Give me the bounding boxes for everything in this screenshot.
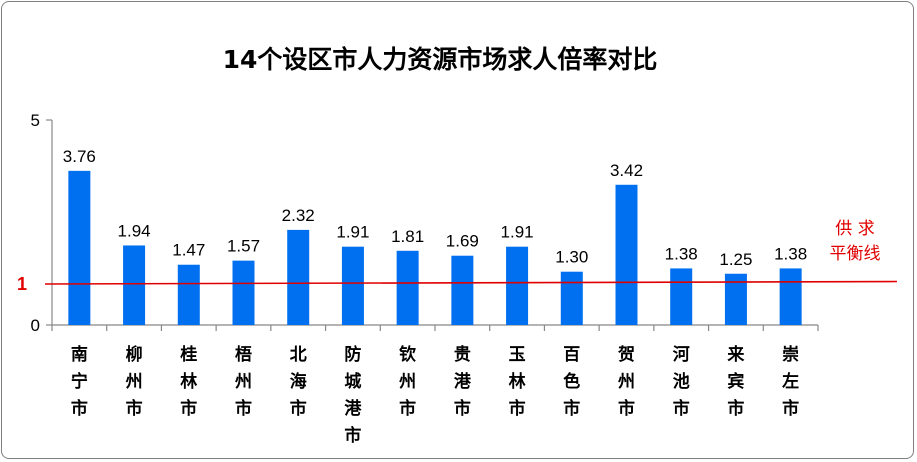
data-label: 3.42 [610,161,643,180]
category-label: 南宁市 [71,344,88,419]
data-label: 3.76 [63,147,96,166]
category-char: 崇 [782,345,799,365]
bar [560,271,583,325]
reference-line [44,280,898,285]
category-char: 市 [126,398,143,419]
bar [177,264,200,325]
bar [396,250,419,325]
data-labels: 3.76 1.94 1.47 1.57 2.32 1.91 1.81 1.69 1.91 1.30… [63,147,807,269]
category-char: 池 [673,371,690,392]
category-char: 百 [563,345,580,365]
category-char: 宾 [727,371,744,392]
data-label: 1.38 [774,244,807,263]
bar [506,246,529,325]
chart-title: 14个设区市人力资源市场求人倍率对比 [222,45,658,74]
category-label: 柳州市 [125,344,143,419]
category-label: 桂林市 [179,344,197,419]
category-char: 海 [290,371,307,392]
bar [232,260,255,325]
data-label: 2.32 [282,206,315,225]
bar [670,268,693,325]
category-label: 玉林市 [509,345,526,419]
category-char: 市 [71,398,88,419]
category-char: 北 [290,345,307,365]
category-char: 市 [673,398,690,419]
category-label: 来宾市 [726,344,745,419]
data-label: 1.38 [665,244,698,263]
category-char: 来 [726,344,745,365]
category-char: 南 [71,344,88,365]
category-char: 市 [782,398,799,419]
category-labels: 南宁市柳州市桂林市梧州市北海市防城港市钦州市贵港市玉林市百色市贺州市河池市来宾市… [71,344,799,446]
bar [123,245,146,325]
data-label: 1.30 [555,248,588,267]
category-char: 市 [235,398,252,419]
category-label: 河池市 [673,345,690,419]
data-label: 1.47 [172,241,205,260]
data-label: 1.25 [719,250,752,269]
bar [615,184,638,325]
category-char: 贺 [617,345,635,365]
category-char: 港 [454,371,472,392]
category-char: 防 [344,344,361,365]
category-char: 河 [673,345,690,365]
category-char: 钦 [399,344,416,365]
category-char: 州 [617,372,635,392]
category-char: 州 [398,372,416,392]
data-label: 1.81 [391,227,424,246]
data-label: 1.94 [118,221,151,240]
category-char: 港 [344,398,362,419]
category-label: 防城港市 [344,344,362,446]
category-label: 崇左市 [782,345,799,419]
category-char: 宁 [71,371,88,392]
category-char: 市 [509,398,526,419]
category-char: 色 [563,371,580,392]
data-label: 1.91 [336,223,369,242]
reference-line-annotation: 供 求 [835,219,874,239]
category-label: 贵港市 [454,344,472,419]
category-char: 市 [290,398,307,419]
category-char: 市 [344,425,361,446]
bar [287,229,310,325]
category-char: 玉 [509,345,526,365]
category-char: 林 [180,371,197,392]
data-label: 1.57 [227,237,260,256]
category-char: 市 [618,398,635,419]
y-tick-label: 5 [31,111,40,130]
bar [779,268,802,325]
category-char: 市 [727,398,744,419]
category-char: 市 [563,398,580,419]
category-char: 市 [180,398,197,419]
data-label: 1.69 [446,232,479,251]
reference-line-annotation: 平衡线 [830,244,881,264]
category-char: 市 [399,398,416,419]
category-label: 梧州市 [234,344,252,419]
bar [451,255,474,325]
category-char: 林 [509,371,526,392]
category-char: 市 [454,398,471,419]
bar [68,170,91,325]
category-char: 柳 [126,344,143,365]
reference-line-value: 1 [17,274,27,294]
category-char: 梧 [235,344,252,365]
category-label: 北海市 [290,345,307,419]
bar [724,273,747,325]
y-tick-label: 0 [31,316,40,335]
category-char: 州 [125,372,143,392]
bars [68,170,802,325]
bar [341,246,364,325]
category-char: 贵 [454,344,471,365]
category-char: 桂 [179,344,197,365]
data-label: 1.91 [501,223,534,242]
category-label: 百色市 [563,345,580,419]
category-char: 城 [344,372,361,392]
category-label: 贺州市 [617,345,635,419]
category-char: 州 [234,372,252,392]
category-label: 钦州市 [398,344,416,419]
category-char: 左 [782,371,799,392]
